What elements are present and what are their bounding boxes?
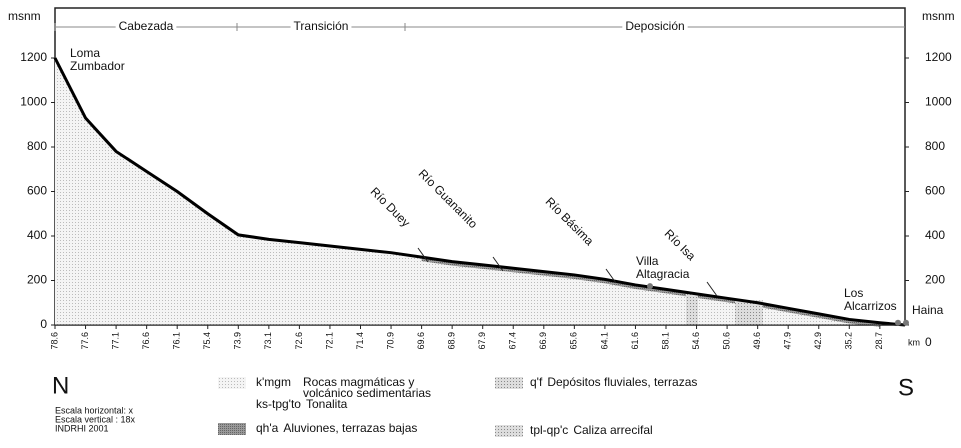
y-tick-label: 600 xyxy=(27,184,47,198)
legend-code: tpl-qp'c xyxy=(530,423,568,437)
annotation: Río Guananito xyxy=(416,166,481,231)
y2-tick-label: 200 xyxy=(925,273,945,287)
section-label: Transición xyxy=(294,19,349,33)
legend-label: Tonalita xyxy=(306,397,348,411)
y2-tick-label: 800 xyxy=(925,139,945,153)
x-tick-label: 28.7 xyxy=(874,332,884,350)
x-tick-label: 58.1 xyxy=(660,332,670,350)
section-bg xyxy=(115,20,177,34)
y2-tick-label: 1200 xyxy=(925,50,952,64)
point xyxy=(647,283,653,290)
x-tick-label: 75.4 xyxy=(202,332,212,350)
section-bg xyxy=(290,20,352,34)
x-tick-label: 78.6 xyxy=(49,332,59,350)
y2-axis-label: msnm xyxy=(922,9,955,23)
x-tick-label: 54.6 xyxy=(691,332,701,350)
legend-label: Depósitos fluviales, terrazas xyxy=(547,375,697,389)
x-tick-label: 66.9 xyxy=(538,332,548,350)
note: INDRHI 2001 xyxy=(55,423,109,433)
legend-label: Caliza arrecifal xyxy=(573,423,652,437)
x-tick-label: 64.1 xyxy=(599,332,609,350)
x-tick-label: 50.6 xyxy=(721,332,731,350)
x-tick-label: 65.6 xyxy=(569,332,579,350)
y2-tick-label: 400 xyxy=(925,228,945,242)
limestone-block xyxy=(735,300,763,325)
x-tick-label: 71.4 xyxy=(355,332,365,350)
annotation: Río Duey xyxy=(368,184,413,229)
legend-code: k'mgm xyxy=(256,375,291,389)
annotation-arrow xyxy=(417,247,429,263)
x-tick-label: 67.4 xyxy=(508,332,518,350)
annotation: Loma Zumbador xyxy=(70,46,125,73)
annotation: Los Alcarrizos xyxy=(844,286,897,313)
y-tick-label: 200 xyxy=(27,273,47,287)
legend-swatch xyxy=(495,377,523,389)
point xyxy=(895,319,901,326)
x-tick-label: 73.9 xyxy=(233,332,243,350)
section-label: Cabezada xyxy=(119,19,174,33)
legend-swatch xyxy=(218,377,246,389)
y-tick-label: 0 xyxy=(40,317,47,331)
y-tick-label: 1000 xyxy=(20,95,47,109)
limestone-block xyxy=(686,293,698,325)
legend-code: ks-tpg'to xyxy=(256,397,301,411)
compass-s: S xyxy=(898,374,914,401)
compass-n: N xyxy=(52,372,69,399)
x-tick-label: 47.9 xyxy=(783,332,793,350)
y2-tick-label: 1000 xyxy=(925,95,952,109)
y-axis-label: msnm xyxy=(8,9,41,23)
annotation-arrow xyxy=(492,256,504,272)
note: Escala horizontal: x xyxy=(55,405,134,415)
y-tick-label: 400 xyxy=(27,228,47,242)
annotation: Haina xyxy=(912,303,944,317)
x-axis-label: km xyxy=(908,337,920,347)
legend-code: q'f xyxy=(530,375,543,389)
section-bg xyxy=(622,20,688,34)
x-tick-label: 49.6 xyxy=(752,332,762,350)
profile-area xyxy=(55,58,905,325)
annotation: Río Isa xyxy=(662,226,699,263)
deposit-band xyxy=(421,257,880,327)
y-tick-label: 1200 xyxy=(20,50,47,64)
y2-tick-label: 0 xyxy=(925,335,932,349)
annotation-arrow xyxy=(605,268,617,284)
x-tick-label: 73.1 xyxy=(263,332,273,350)
x-tick-label: 76.6 xyxy=(141,332,151,350)
x-tick-label: 69.6 xyxy=(416,332,426,350)
section-label: Deposición xyxy=(625,19,684,33)
legend-code: qh'a xyxy=(256,421,279,435)
y-tick-label: 800 xyxy=(27,139,47,153)
x-tick-label: 72.6 xyxy=(294,332,304,350)
legend-label: Rocas magmáticas y volcánico sedimentaria… xyxy=(303,375,431,400)
x-tick-label: 72.1 xyxy=(324,332,334,350)
x-tick-label: 42.9 xyxy=(813,332,823,350)
x-tick-label: 67.9 xyxy=(477,332,487,350)
y2-tick-label: 600 xyxy=(925,184,945,198)
legend-swatch xyxy=(495,425,523,437)
x-tick-label: 77.6 xyxy=(80,332,90,350)
point xyxy=(903,319,909,326)
x-tick-label: 76.1 xyxy=(172,332,182,350)
annotation: Río Básima xyxy=(543,194,597,248)
x-tick-label: 70.9 xyxy=(385,332,395,350)
x-tick-label: 68.9 xyxy=(447,332,457,350)
annotation-arrow xyxy=(706,281,718,297)
note: Escala vertical : 18x xyxy=(55,414,136,424)
annotation: Villa Altagracia xyxy=(636,254,690,281)
legend-swatch xyxy=(218,423,246,435)
x-tick-label: 61.6 xyxy=(630,332,640,350)
x-tick-label: 35.2 xyxy=(844,332,854,350)
x-tick-label: 77.1 xyxy=(110,332,120,350)
profile-line xyxy=(53,57,906,327)
legend-label: Aluviones, terrazas bajas xyxy=(283,421,417,435)
